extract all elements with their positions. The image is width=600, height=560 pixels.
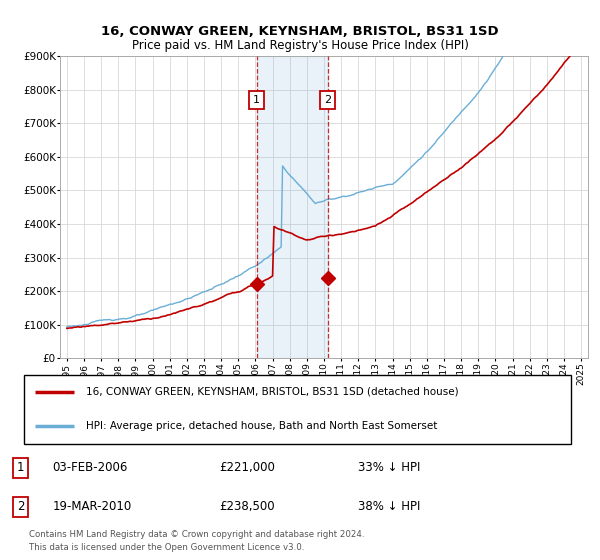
Text: 38% ↓ HPI: 38% ↓ HPI [358,500,420,514]
Text: Price paid vs. HM Land Registry's House Price Index (HPI): Price paid vs. HM Land Registry's House … [131,39,469,52]
Text: 1: 1 [17,461,25,474]
Text: 1: 1 [253,95,260,105]
Text: HPI: Average price, detached house, Bath and North East Somerset: HPI: Average price, detached house, Bath… [86,421,437,431]
Bar [257,56,328,358]
Text: £238,500: £238,500 [220,500,275,514]
Text: 2: 2 [324,95,331,105]
Text: £221,000: £221,000 [220,461,275,474]
Text: 16, CONWAY GREEN, KEYNSHAM, BRISTOL, BS31 1SD (detached house): 16, CONWAY GREEN, KEYNSHAM, BRISTOL, BS3… [86,386,458,396]
Text: 2: 2 [17,500,25,514]
Text: 16, CONWAY GREEN, KEYNSHAM, BRISTOL, BS31 1SD: 16, CONWAY GREEN, KEYNSHAM, BRISTOL, BS3… [101,25,499,38]
Text: 19-MAR-2010: 19-MAR-2010 [52,500,131,514]
Text: 33% ↓ HPI: 33% ↓ HPI [358,461,420,474]
FancyBboxPatch shape [23,375,571,444]
Text: 03-FEB-2006: 03-FEB-2006 [52,461,128,474]
Text: Contains HM Land Registry data © Crown copyright and database right 2024.
This d: Contains HM Land Registry data © Crown c… [29,530,365,552]
